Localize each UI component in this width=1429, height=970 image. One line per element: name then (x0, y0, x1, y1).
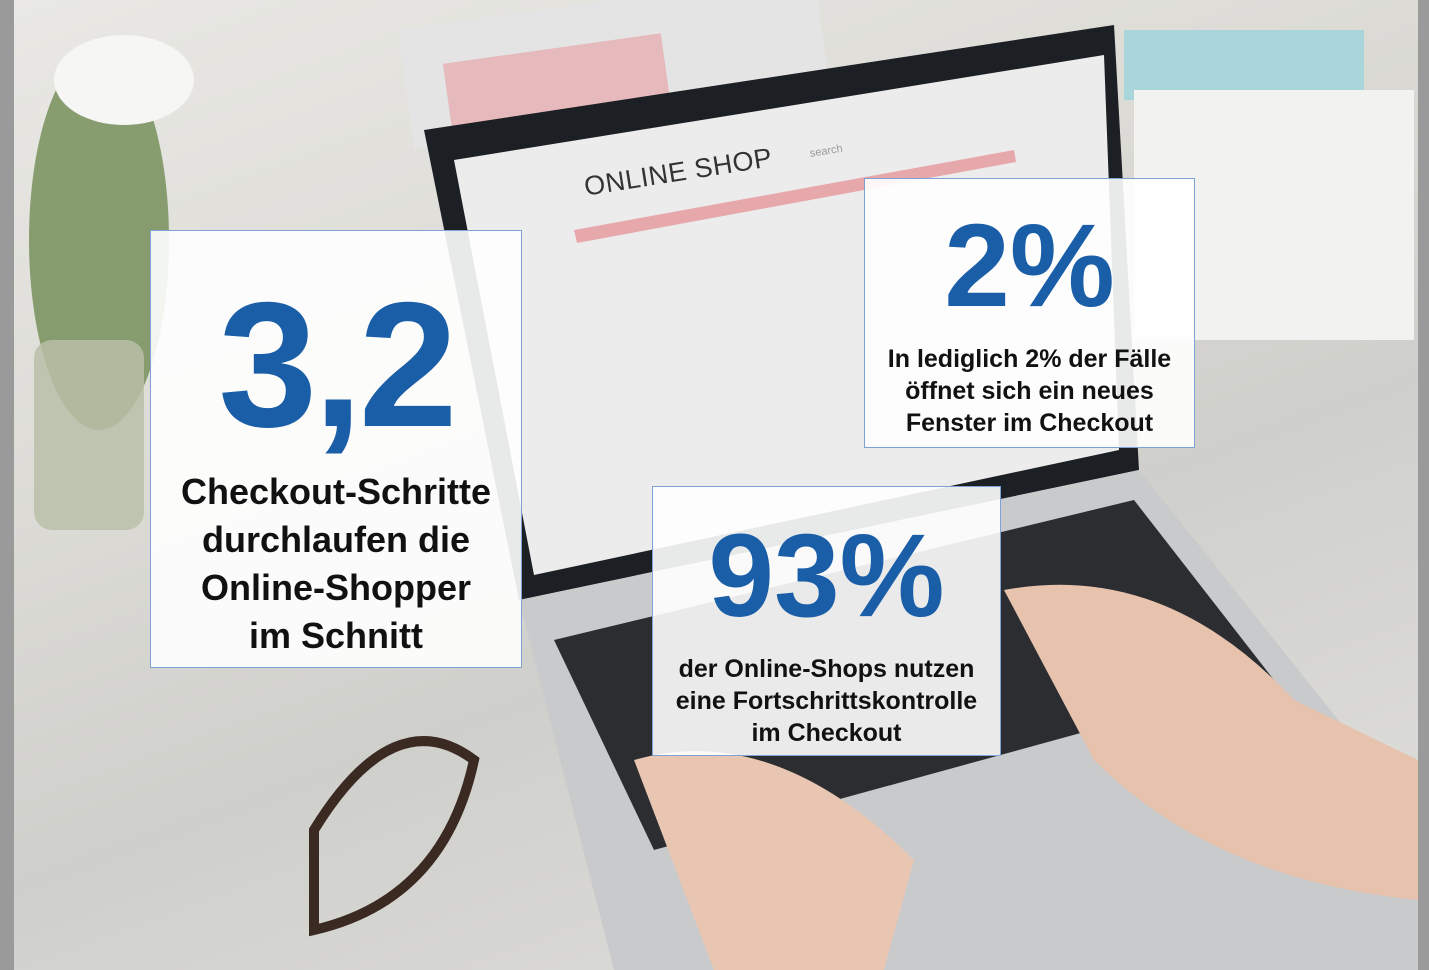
plant (29, 50, 169, 430)
right-hand (1004, 584, 1418, 900)
left-hand (634, 751, 914, 970)
background-photo: ONLINE SHOP search (14, 0, 1418, 970)
stat-value: 2% (944, 200, 1115, 332)
stat-line: In lediglich 2% der Fälle (887, 345, 1172, 373)
screen-banner (574, 150, 1016, 243)
stat-description: Checkout-Schritte durchlaufen die Online… (151, 468, 521, 660)
stat-line: öffnet sich ein neues (905, 377, 1154, 405)
blue-notebook (1124, 30, 1364, 100)
stat-line: im Schnitt (248, 615, 423, 656)
stat-line: der Online-Shops nutzen (678, 655, 975, 683)
laptop-illustration (29, 0, 1418, 970)
stat-value: 93% (708, 510, 945, 642)
cup (54, 35, 194, 125)
stat-line: eine Fortschrittskontrolle (675, 687, 978, 715)
stat-line: durchlaufen die (201, 519, 471, 560)
stat-card-checkout-steps: 3,2 Checkout-Schritte durchlaufen die On… (150, 230, 522, 668)
stat-line: Online-Shopper (201, 567, 471, 608)
stat-card-progress-indicator: 93% der Online-Shops nutzen eine Fortsch… (652, 486, 1001, 756)
stat-line: Checkout-Schritte (180, 471, 492, 512)
stat-description: der Online-Shops nutzen eine Fortschritt… (653, 653, 1000, 749)
stat-line: im Checkout (751, 719, 902, 747)
stat-card-new-window: 2% In lediglich 2% der Fälle öffnet sich… (864, 178, 1195, 448)
jar (34, 340, 144, 530)
stat-description: In lediglich 2% der Fälle öffnet sich ei… (865, 343, 1194, 439)
stat-line: Fenster im Checkout (905, 409, 1154, 437)
stat-value: 3,2 (218, 265, 457, 464)
glasses (309, 736, 480, 937)
